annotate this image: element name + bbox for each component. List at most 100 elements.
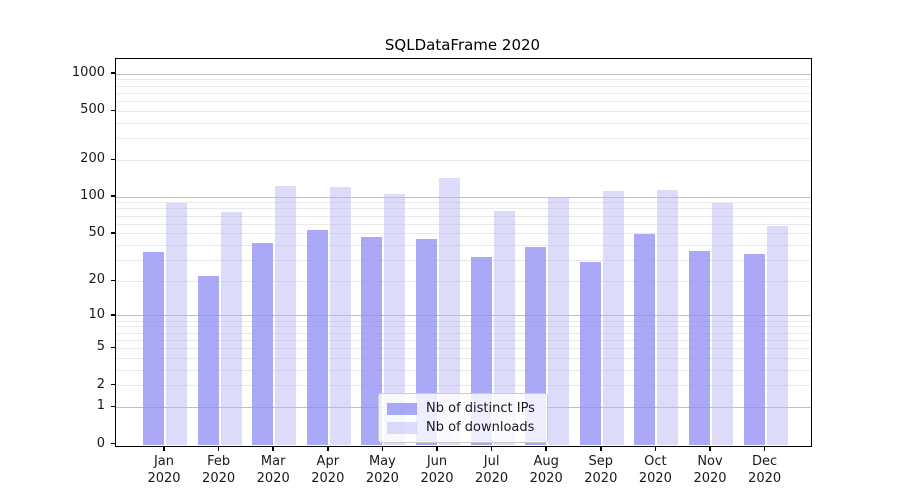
x-tick-label-feb-2020: Feb 2020 xyxy=(202,454,236,486)
x-tick-mark-nov-2020 xyxy=(709,446,711,451)
y-tick-label-500: 500 xyxy=(80,102,105,118)
x-tick-label-may-2020: May 2020 xyxy=(365,454,399,486)
gridline-minor-40 xyxy=(116,244,811,246)
bar-nb-of-distinct-ips-nov-2020 xyxy=(689,250,710,445)
bar-nb-of-downloads-aug-2020 xyxy=(548,197,570,445)
y-tick-mark-10 xyxy=(110,314,115,316)
x-tick-label-aug-2020: Aug 2020 xyxy=(529,454,563,486)
x-tick-mark-dec-2020 xyxy=(763,446,766,451)
y-tick-mark-2 xyxy=(110,383,115,386)
gridline-minor-3 xyxy=(116,369,811,371)
gridline-major-100 xyxy=(116,196,811,198)
x-tick-label-apr-2020: Apr 2020 xyxy=(311,454,345,486)
y-tick-mark-5 xyxy=(110,346,115,349)
bar-nb-of-downloads-jun-2020 xyxy=(439,177,460,445)
x-tick-label-jan-2020: Jan 2020 xyxy=(147,454,181,486)
y-tick-label-2: 2 xyxy=(96,376,105,392)
x-tick-label-nov-2020: Nov 2020 xyxy=(693,454,727,486)
gridline-minor-900 xyxy=(116,79,811,81)
y-tick-mark-200 xyxy=(110,158,115,161)
bar-nb-of-distinct-ips-may-2020 xyxy=(361,237,383,445)
gridline-minor-5 xyxy=(116,347,811,349)
bar-nb-of-downloads-dec-2020 xyxy=(766,225,788,445)
x-tick-mark-mar-2020 xyxy=(272,446,274,451)
bar-nb-of-distinct-ips-jan-2020 xyxy=(143,252,164,445)
y-tick-mark-1 xyxy=(110,405,115,408)
x-tick-label-mar-2020: Mar 2020 xyxy=(256,454,290,486)
bar-nb-of-distinct-ips-feb-2020 xyxy=(197,276,219,445)
y-tick-mark-500 xyxy=(110,109,115,112)
y-tick-mark-100 xyxy=(110,195,115,197)
y-tick-mark-1000 xyxy=(110,72,115,74)
x-tick-label-dec-2020: Dec 2020 xyxy=(748,454,782,486)
bar-nb-of-downloads-jan-2020 xyxy=(166,202,187,445)
chart-title: SQLDataFrame 2020 xyxy=(384,36,541,54)
x-tick-mark-jan-2020 xyxy=(163,446,165,451)
gridline-minor-7 xyxy=(116,332,811,334)
y-tick-label-200: 200 xyxy=(80,151,105,167)
y-tick-mark-50 xyxy=(110,232,115,234)
y-tick-label-0: 0 xyxy=(96,435,105,451)
bar-nb-of-distinct-ips-apr-2020 xyxy=(306,229,328,445)
bar-nb-of-downloads-mar-2020 xyxy=(275,185,297,445)
y-tick-label-1: 1 xyxy=(96,398,105,414)
plot-area xyxy=(115,58,812,447)
bar-nb-of-downloads-apr-2020 xyxy=(329,186,351,445)
gridline-minor-4 xyxy=(116,357,811,359)
y-tick-label-20: 20 xyxy=(88,272,105,288)
y-tick-label-10: 10 xyxy=(88,306,105,322)
x-tick-mark-oct-2020 xyxy=(654,446,657,451)
gridline-minor-400 xyxy=(116,122,811,124)
gridline-major-10 xyxy=(116,315,811,317)
gridline-major-1000 xyxy=(116,73,811,75)
gridline-minor-800 xyxy=(116,85,811,87)
legend-item-downloads: Nb of downloads xyxy=(387,418,535,437)
bar-nb-of-downloads-nov-2020 xyxy=(712,202,733,445)
bar-nb-of-downloads-oct-2020 xyxy=(657,190,679,445)
gridline-minor-30 xyxy=(116,259,811,261)
x-tick-label-sep-2020: Sep 2020 xyxy=(584,454,618,486)
x-tick-label-jul-2020: Jul 2020 xyxy=(475,454,509,486)
bar-nb-of-downloads-sep-2020 xyxy=(602,191,624,445)
gridline-minor-300 xyxy=(116,138,811,140)
bar-nb-of-downloads-may-2020 xyxy=(384,194,406,445)
gridline-minor-50 xyxy=(116,233,811,235)
bar-nb-of-distinct-ips-dec-2020 xyxy=(743,253,765,445)
gridline-minor-80 xyxy=(116,208,811,210)
y-tick-label-100: 100 xyxy=(80,188,105,204)
x-tick-label-jun-2020: Jun 2020 xyxy=(420,454,454,486)
bar-nb-of-distinct-ips-oct-2020 xyxy=(634,233,656,445)
bar-nb-of-downloads-jul-2020 xyxy=(493,211,515,445)
legend-label-downloads: Nb of downloads xyxy=(426,420,535,435)
x-tick-mark-aug-2020 xyxy=(545,446,547,451)
x-tick-mark-apr-2020 xyxy=(327,446,329,451)
y-tick-label-50: 50 xyxy=(88,224,105,240)
y-tick-label-5: 5 xyxy=(96,339,105,355)
legend: Nb of distinct IPs Nb of downloads xyxy=(378,393,548,443)
gridline-minor-60 xyxy=(116,223,811,225)
x-tick-mark-jun-2020 xyxy=(436,446,438,451)
y-tick-label-1000: 1000 xyxy=(71,65,105,81)
gridline-minor-20 xyxy=(116,280,811,282)
gridline-minor-8 xyxy=(116,326,811,328)
legend-swatch-downloads xyxy=(387,421,417,434)
gridline-minor-200 xyxy=(116,159,811,161)
gridline-minor-600 xyxy=(116,101,811,103)
x-tick-mark-may-2020 xyxy=(381,446,384,451)
bar-nb-of-distinct-ips-mar-2020 xyxy=(252,242,274,445)
y-tick-mark-0 xyxy=(110,442,115,445)
bar-nb-of-downloads-feb-2020 xyxy=(220,211,242,445)
legend-label-distinct-ips: Nb of distinct IPs xyxy=(426,401,535,416)
legend-swatch-distinct-ips xyxy=(387,402,417,415)
x-tick-mark-feb-2020 xyxy=(217,446,220,451)
gridline-minor-9 xyxy=(116,320,811,322)
bar-nb-of-distinct-ips-sep-2020 xyxy=(579,262,601,445)
gridline-minor-500 xyxy=(116,110,811,112)
gridline-minor-2 xyxy=(116,385,811,387)
x-tick-mark-jul-2020 xyxy=(490,446,493,451)
x-tick-label-oct-2020: Oct 2020 xyxy=(638,454,672,486)
gridline-minor-700 xyxy=(116,92,811,94)
x-tick-mark-sep-2020 xyxy=(600,446,602,451)
gridline-minor-90 xyxy=(116,202,811,204)
